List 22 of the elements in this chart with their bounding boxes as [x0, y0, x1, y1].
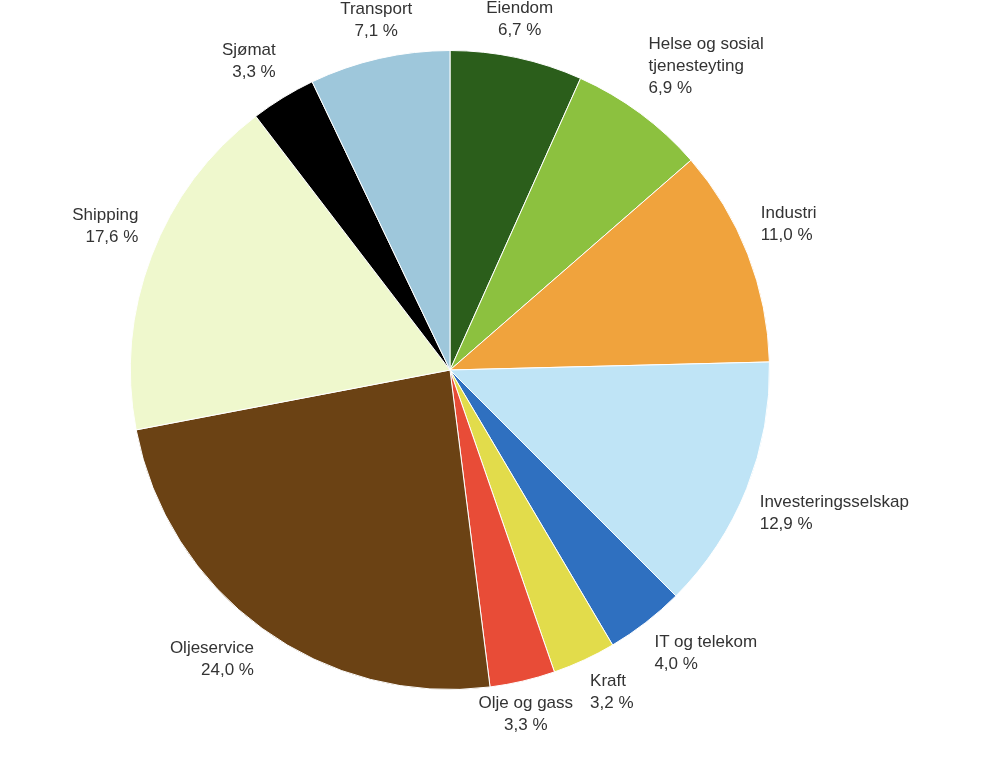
slice-label: Eiendom: [486, 0, 554, 18]
data-label: 3,2 %: [590, 692, 634, 712]
data-label: 11,0 %: [760, 225, 813, 245]
data-label: 3,3 %: [232, 61, 276, 81]
slice-label: Investeringsselskap: [759, 491, 910, 511]
slice-label: Oljeservice: [169, 637, 254, 657]
data-label: 17,6 %: [85, 227, 139, 247]
slice-label: Kraft: [590, 670, 627, 690]
slice-label: Olje og gass: [478, 692, 574, 712]
data-label: 6,9 %: [648, 78, 693, 98]
slice-label: Shipping: [72, 205, 139, 225]
slice-label: Sjømat: [221, 39, 277, 59]
data-label: 12,9 %: [759, 513, 813, 533]
data-label: 7,1 %: [354, 20, 398, 40]
slice-label: Industri: [760, 203, 817, 223]
data-label: 6,7 %: [497, 20, 542, 40]
data-label: 24,0 %: [201, 659, 254, 679]
data-label: 3,3 %: [504, 714, 548, 734]
slice-label: Helse og sosial tjenesteyting: [648, 34, 764, 76]
slice-label: Transport: [340, 0, 413, 18]
data-label: 4,0 %: [654, 653, 698, 673]
slice-label: IT og telekom: [654, 631, 758, 651]
